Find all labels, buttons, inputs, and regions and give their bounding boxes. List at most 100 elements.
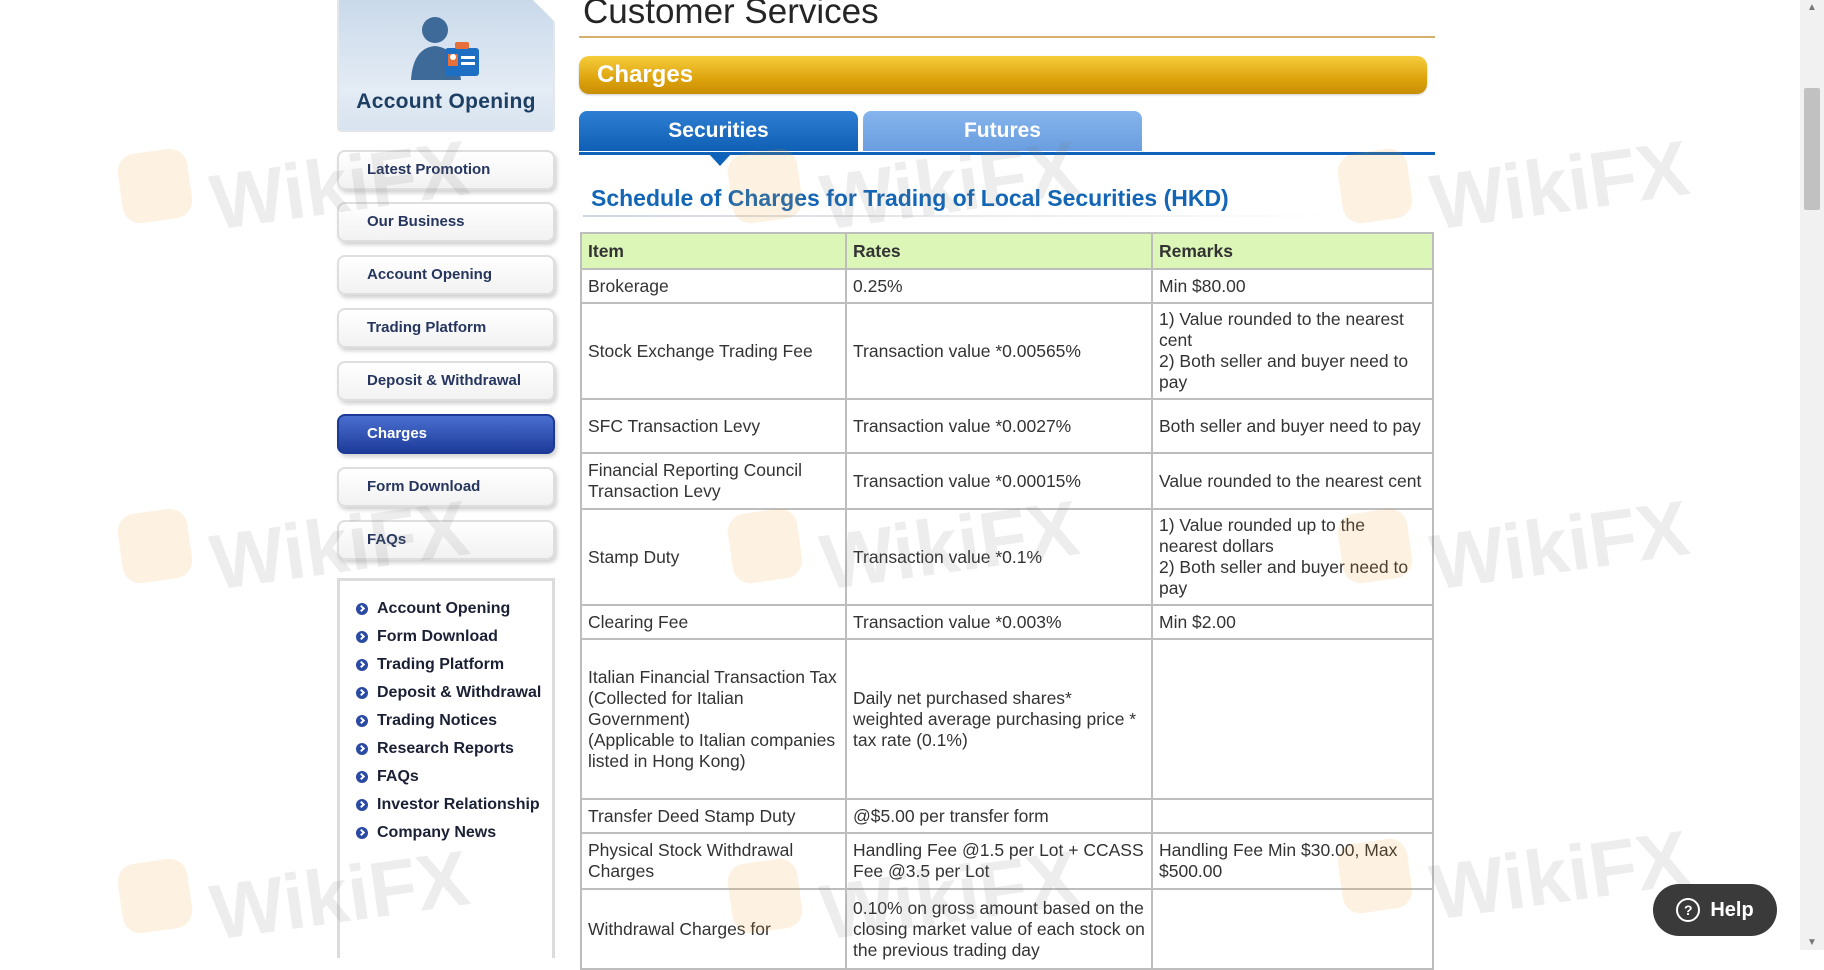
cell-item: Physical Stock Withdrawal Charges — [580, 832, 847, 890]
arrow-bullet-icon — [356, 687, 368, 699]
quick-link-label: Deposit & Withdrawal — [377, 684, 542, 701]
cell-rates: Transaction value *0.1% — [845, 508, 1153, 606]
sidebar: Account Opening Latest Promotion Our Bus… — [337, 0, 558, 958]
cell-item: Italian Financial Transaction Tax (Colle… — [580, 638, 847, 800]
cell-remarks: Both seller and buyer need to pay — [1151, 398, 1434, 454]
quick-link-label: FAQs — [377, 768, 419, 785]
nav-form-download[interactable]: Form Download — [337, 467, 555, 507]
table-row: Physical Stock Withdrawal Charges Handlin… — [580, 832, 1434, 890]
arrow-bullet-icon — [356, 771, 368, 783]
watermark-logo-icon — [1335, 145, 1415, 226]
cell-rates: @$5.00 per transfer form — [845, 798, 1153, 834]
table-row: Brokerage 0.25% Min $80.00 — [580, 268, 1434, 304]
tab-futures[interactable]: Futures — [863, 111, 1142, 151]
quick-link-label: Account Opening — [377, 600, 511, 617]
nav-our-business[interactable]: Our Business — [337, 202, 555, 242]
cell-rates: Transaction value *0.0027% — [845, 398, 1153, 454]
quick-link[interactable]: FAQs — [340, 763, 552, 791]
column-header-item: Item — [580, 232, 847, 270]
page-title: Customer Services — [583, 0, 879, 31]
nav-faqs[interactable]: FAQs — [337, 520, 555, 560]
banner-fold — [533, 0, 555, 22]
cell-item: Financial Reporting Council Transaction … — [580, 452, 847, 510]
table-row: Italian Financial Transaction Tax (Colle… — [580, 638, 1434, 800]
table-body: Brokerage 0.25% Min $80.00 Stock Exchange T… — [580, 268, 1434, 970]
help-label: Help — [1710, 898, 1754, 921]
quick-link[interactable]: Research Reports — [340, 735, 552, 763]
account-opening-icon — [411, 17, 479, 80]
quick-links-box: Account Opening Form Download Trading Pl… — [337, 578, 555, 958]
cell-remarks: Handling Fee Min $30.00, Max $500.00 — [1151, 832, 1434, 890]
table-row: Stamp Duty Transaction value *0.1% 1) Valu… — [580, 508, 1434, 606]
cell-item: Withdrawal Charges for — [580, 888, 847, 970]
help-button[interactable]: ? Help — [1653, 884, 1777, 936]
watermark-logo-icon — [115, 505, 195, 586]
cell-rates: 0.25% — [845, 268, 1153, 304]
quick-link-label: Research Reports — [377, 740, 514, 757]
cell-remarks: 1) Value rounded up to the nearest dolla… — [1151, 508, 1434, 606]
schedule-title: Schedule of Charges for Trading of Local… — [591, 185, 1229, 211]
arrow-bullet-icon — [356, 603, 368, 615]
question-mark-icon: ? — [1676, 898, 1701, 922]
cell-rates: Transaction value *0.00015% — [845, 452, 1153, 510]
table-row: Transfer Deed Stamp Duty @$5.00 per trans… — [580, 798, 1434, 834]
quick-link-label: Trading Notices — [377, 712, 498, 729]
nav-trading-platform[interactable]: Trading Platform — [337, 308, 555, 348]
cell-rates: Handling Fee @1.5 per Lot + CCASS Fee @3… — [845, 832, 1153, 890]
tab-securities[interactable]: Securities — [579, 111, 858, 151]
quick-link[interactable]: Company News — [340, 819, 552, 847]
schedule-divider — [583, 215, 1343, 217]
cell-remarks: Value rounded to the nearest cent — [1151, 452, 1434, 510]
scroll-down-arrow-icon[interactable]: ▼ — [1807, 937, 1817, 948]
arrow-bullet-icon — [356, 715, 368, 727]
section-header-charges: Charges — [579, 56, 1427, 94]
cell-remarks — [1151, 638, 1434, 800]
quick-link-label: Trading Platform — [377, 656, 505, 673]
cell-item: Stamp Duty — [580, 508, 847, 606]
cell-rates: Transaction value *0.00565% — [845, 302, 1153, 400]
nav-deposit-withdrawal[interactable]: Deposit & Withdrawal — [337, 361, 555, 401]
quick-link[interactable]: Trading Notices — [340, 707, 552, 735]
table-row: Withdrawal Charges for 0.10% on gross amo… — [580, 888, 1434, 970]
quick-link[interactable]: Investor Relationship — [340, 791, 552, 819]
cell-remarks — [1151, 798, 1434, 834]
active-tab-pointer — [709, 154, 731, 166]
table-row: Financial Reporting Council Transaction … — [580, 452, 1434, 510]
tab-divider — [579, 152, 1435, 155]
watermark-text: WikiFX — [1425, 123, 1695, 247]
cell-item: Transfer Deed Stamp Duty — [580, 798, 847, 834]
table-row: Stock Exchange Trading Fee Transaction va… — [580, 302, 1434, 400]
scrollbar-thumb[interactable] — [1804, 88, 1820, 210]
quick-link[interactable]: Form Download — [340, 623, 552, 651]
arrow-bullet-icon — [356, 799, 368, 811]
nav-latest-promotion[interactable]: Latest Promotion — [337, 150, 555, 190]
cell-rates: Transaction value *0.003% — [845, 604, 1153, 640]
account-opening-banner[interactable]: Account Opening — [337, 0, 555, 132]
cell-remarks — [1151, 888, 1434, 970]
arrow-bullet-icon — [356, 659, 368, 671]
quick-link[interactable]: Deposit & Withdrawal — [340, 679, 552, 707]
table-row: Clearing Fee Transaction value *0.003% Min… — [580, 604, 1434, 640]
quick-link-label: Investor Relationship — [377, 796, 540, 813]
cell-rates: Daily net purchased shares* weighted ave… — [845, 638, 1153, 800]
scroll-up-arrow-icon[interactable]: ▲ — [1807, 2, 1817, 13]
nav-account-opening[interactable]: Account Opening — [337, 255, 555, 295]
nav-charges[interactable]: Charges — [337, 414, 555, 454]
table-row: SFC Transaction Levy Transaction value *0… — [580, 398, 1434, 454]
cell-item: Clearing Fee — [580, 604, 847, 640]
quick-link[interactable]: Account Opening — [340, 595, 552, 623]
table-header-row: Item Rates Remarks — [580, 232, 1434, 270]
vertical-scrollbar[interactable]: ▲ ▼ — [1800, 0, 1824, 950]
charges-table: Item Rates Remarks Brokerage 0.25% Min $80… — [580, 232, 1434, 970]
cell-remarks: Min $80.00 — [1151, 268, 1434, 304]
quick-link-label: Form Download — [377, 628, 498, 645]
quick-link[interactable]: Trading Platform — [340, 651, 552, 679]
column-header-remarks: Remarks — [1151, 232, 1434, 270]
arrow-bullet-icon — [356, 827, 368, 839]
cell-item: Brokerage — [580, 268, 847, 304]
cell-remarks: 1) Value rounded to the nearest cent 2) … — [1151, 302, 1434, 400]
column-header-rates: Rates — [845, 232, 1153, 270]
watermark-logo-icon — [115, 145, 195, 226]
banner-title: Account Opening — [356, 90, 536, 113]
cell-item: SFC Transaction Levy — [580, 398, 847, 454]
